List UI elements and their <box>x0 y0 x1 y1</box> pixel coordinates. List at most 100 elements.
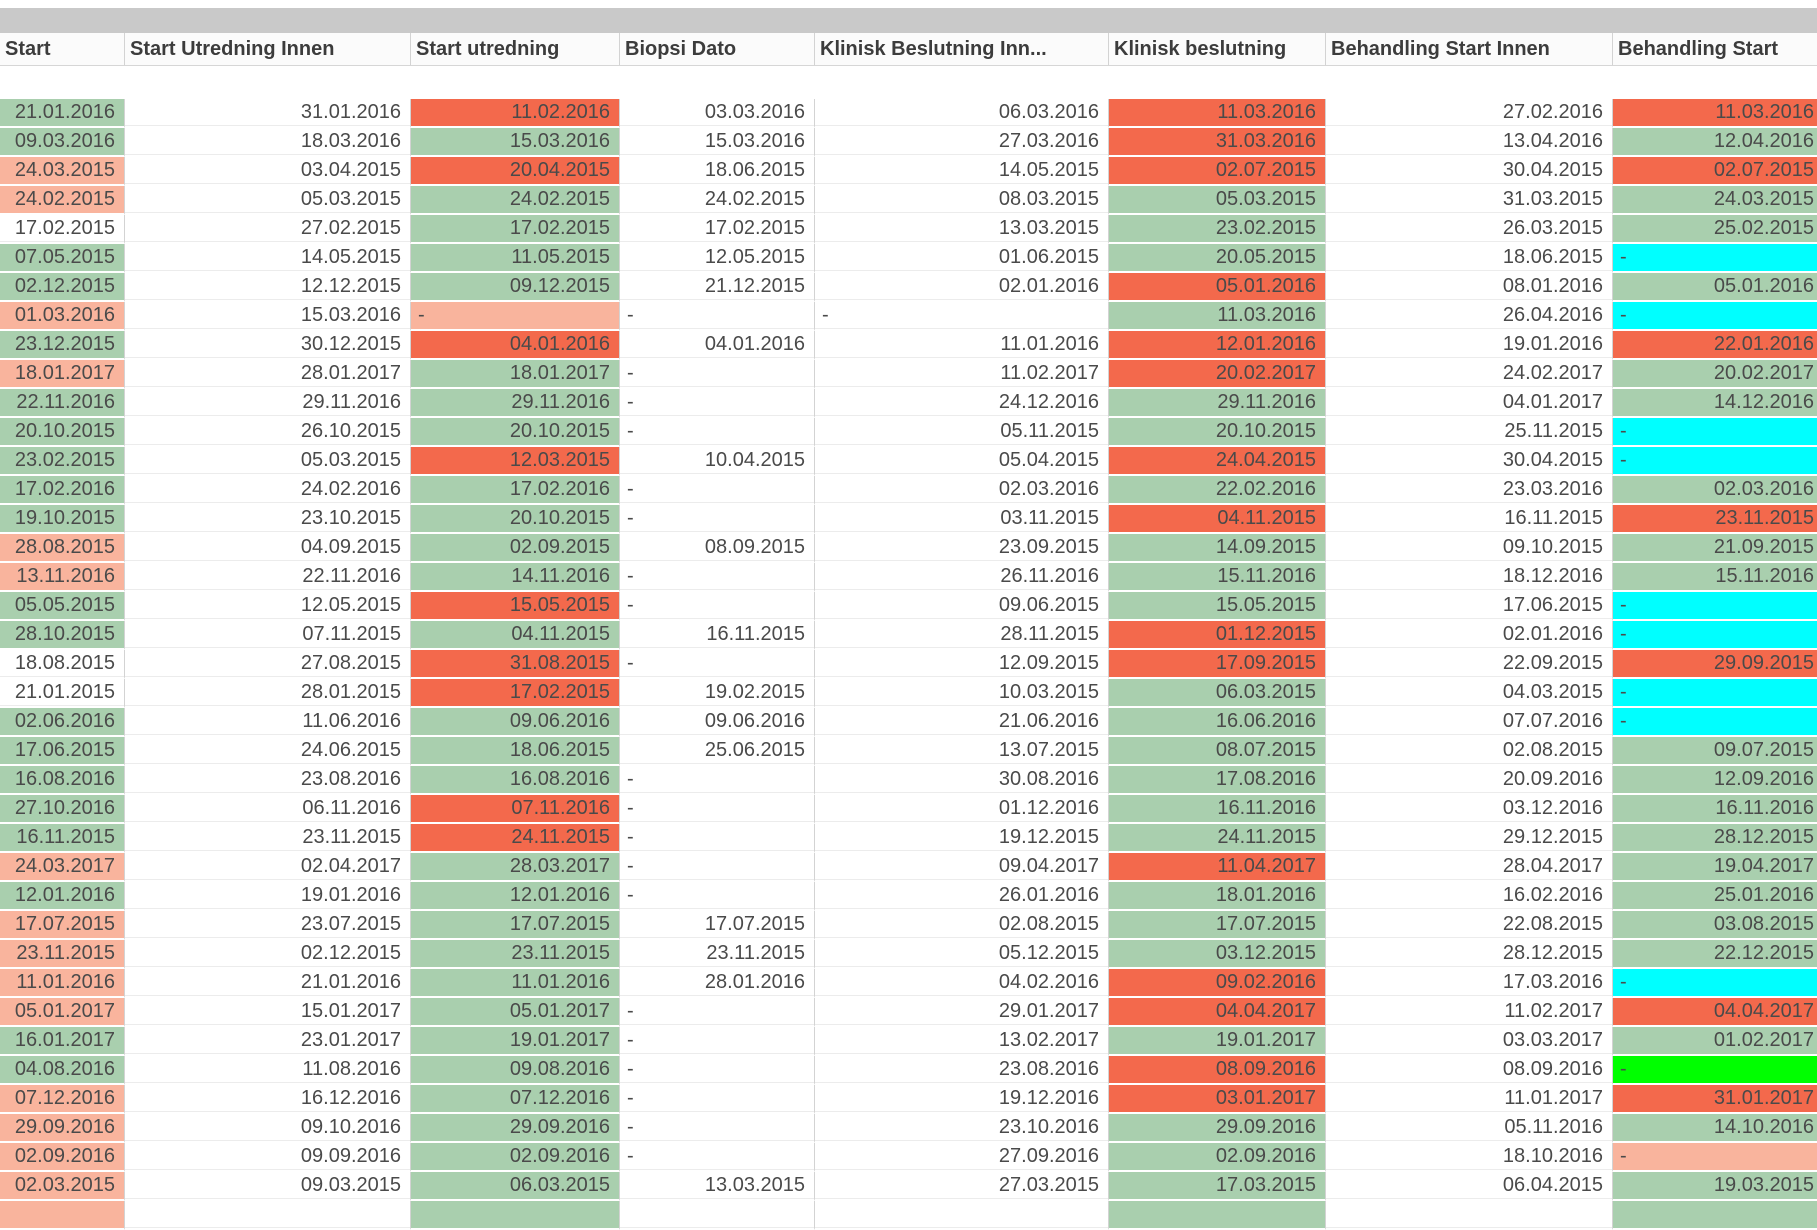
date-cell[interactable]: 17.02.2016 <box>411 476 620 505</box>
date-cell[interactable]: 30.04.2015 <box>1326 447 1613 476</box>
date-cell[interactable]: 11.01.2016 <box>815 331 1109 360</box>
date-cell[interactable]: 05.05.2015 <box>0 592 125 621</box>
date-cell[interactable]: 11.01.2016 <box>411 969 620 998</box>
date-cell[interactable]: 23.07.2015 <box>125 911 411 940</box>
date-cell[interactable]: 18.08.2015 <box>0 650 125 679</box>
date-cell[interactable] <box>1613 1201 1817 1230</box>
date-cell[interactable]: 19.01.2016 <box>1326 331 1613 360</box>
date-cell[interactable]: 28.01.2016 <box>620 969 815 998</box>
date-cell[interactable]: 17.09.2015 <box>1109 650 1326 679</box>
date-cell[interactable]: - <box>1613 447 1817 476</box>
date-cell[interactable]: - <box>1613 679 1817 708</box>
date-cell[interactable]: - <box>1613 244 1817 273</box>
date-cell[interactable]: - <box>620 795 815 824</box>
date-cell[interactable]: 06.03.2016 <box>815 99 1109 128</box>
date-cell[interactable]: 24.02.2015 <box>411 186 620 215</box>
date-cell[interactable]: 12.09.2015 <box>815 650 1109 679</box>
date-cell[interactable]: 02.01.2016 <box>1326 621 1613 650</box>
date-cell[interactable]: 16.08.2016 <box>411 766 620 795</box>
date-cell[interactable]: 02.12.2015 <box>125 940 411 969</box>
date-cell[interactable]: 17.08.2016 <box>1109 766 1326 795</box>
date-cell[interactable]: 09.03.2016 <box>0 128 125 157</box>
date-cell[interactable]: 01.03.2016 <box>0 302 125 331</box>
date-cell[interactable]: 27.03.2015 <box>815 1172 1109 1201</box>
date-cell[interactable]: 23.11.2015 <box>1613 505 1817 534</box>
date-cell[interactable]: 20.02.2017 <box>1109 360 1326 389</box>
date-cell[interactable]: 12.05.2015 <box>125 592 411 621</box>
date-cell[interactable]: 31.01.2016 <box>125 99 411 128</box>
date-cell[interactable]: 08.03.2015 <box>815 186 1109 215</box>
date-cell[interactable]: 09.02.2016 <box>1109 969 1326 998</box>
date-cell[interactable]: - <box>620 1143 815 1172</box>
date-cell[interactable]: 07.05.2015 <box>0 244 125 273</box>
date-cell[interactable] <box>0 1201 125 1230</box>
date-cell[interactable]: 31.08.2015 <box>411 650 620 679</box>
date-cell[interactable]: 29.11.2016 <box>125 389 411 418</box>
date-cell[interactable]: 25.01.2016 <box>1613 882 1817 911</box>
date-cell[interactable]: 11.01.2017 <box>1326 1085 1613 1114</box>
date-cell[interactable]: 19.04.2017 <box>1613 853 1817 882</box>
date-cell[interactable]: - <box>411 302 620 331</box>
date-cell[interactable]: 02.07.2015 <box>1613 157 1817 186</box>
date-cell[interactable]: 23.02.2015 <box>0 447 125 476</box>
date-cell[interactable]: 04.09.2015 <box>125 534 411 563</box>
date-cell[interactable]: 29.11.2016 <box>411 389 620 418</box>
date-cell[interactable]: 02.04.2017 <box>125 853 411 882</box>
date-cell[interactable]: 29.09.2015 <box>1613 650 1817 679</box>
date-cell[interactable]: 18.01.2017 <box>411 360 620 389</box>
date-cell[interactable]: 04.01.2017 <box>1326 389 1613 418</box>
date-cell[interactable]: 18.12.2016 <box>1326 563 1613 592</box>
date-cell[interactable]: 15.03.2016 <box>411 128 620 157</box>
date-cell[interactable]: 22.12.2015 <box>1613 940 1817 969</box>
date-cell[interactable]: 06.03.2015 <box>411 1172 620 1201</box>
column-header[interactable]: Behandling Start <box>1613 33 1817 66</box>
date-cell[interactable]: 28.01.2017 <box>125 360 411 389</box>
date-cell[interactable]: 04.03.2015 <box>1326 679 1613 708</box>
date-cell[interactable]: 08.09.2015 <box>620 534 815 563</box>
date-cell[interactable]: 18.01.2016 <box>1109 882 1326 911</box>
date-cell[interactable]: 22.02.2016 <box>1109 476 1326 505</box>
date-cell[interactable]: 30.12.2015 <box>125 331 411 360</box>
date-cell[interactable]: 04.11.2015 <box>411 621 620 650</box>
date-cell[interactable]: 15.03.2016 <box>620 128 815 157</box>
date-cell[interactable]: 22.09.2015 <box>1326 650 1613 679</box>
date-cell[interactable]: 03.11.2015 <box>815 505 1109 534</box>
date-cell[interactable]: - <box>620 1027 815 1056</box>
date-cell[interactable]: 19.01.2017 <box>411 1027 620 1056</box>
date-cell[interactable]: 29.01.2017 <box>815 998 1109 1027</box>
date-cell[interactable]: 24.11.2015 <box>1109 824 1326 853</box>
date-cell[interactable]: 03.12.2016 <box>1326 795 1613 824</box>
date-cell[interactable]: 13.02.2017 <box>815 1027 1109 1056</box>
date-cell[interactable]: - <box>620 360 815 389</box>
date-cell[interactable]: 02.09.2016 <box>411 1143 620 1172</box>
date-cell[interactable]: 18.06.2015 <box>1326 244 1613 273</box>
date-cell[interactable]: 24.03.2015 <box>1613 186 1817 215</box>
date-cell[interactable]: 18.06.2015 <box>620 157 815 186</box>
date-cell[interactable]: 15.05.2015 <box>411 592 620 621</box>
date-cell[interactable]: 24.11.2015 <box>411 824 620 853</box>
date-cell[interactable]: 15.01.2017 <box>125 998 411 1027</box>
date-cell[interactable]: 31.03.2016 <box>1109 128 1326 157</box>
date-cell[interactable]: 19.10.2015 <box>0 505 125 534</box>
date-cell[interactable]: 18.03.2016 <box>125 128 411 157</box>
column-header[interactable]: Biopsi Dato <box>620 33 815 66</box>
date-cell[interactable]: 18.01.2017 <box>0 360 125 389</box>
date-cell[interactable]: 13.11.2016 <box>0 563 125 592</box>
date-cell[interactable]: 08.09.2016 <box>1326 1056 1613 1085</box>
date-cell[interactable]: 08.07.2015 <box>1109 737 1326 766</box>
date-cell[interactable]: 31.03.2015 <box>1326 186 1613 215</box>
date-cell[interactable]: 28.01.2015 <box>125 679 411 708</box>
date-cell[interactable]: 13.07.2015 <box>815 737 1109 766</box>
column-header[interactable]: Start Utredning Innen <box>125 33 411 66</box>
date-cell[interactable]: 02.08.2015 <box>1326 737 1613 766</box>
date-cell[interactable]: 13.03.2015 <box>620 1172 815 1201</box>
date-cell[interactable]: 29.09.2016 <box>0 1114 125 1143</box>
date-cell[interactable]: 11.06.2016 <box>125 708 411 737</box>
date-cell[interactable] <box>125 1201 411 1230</box>
date-cell[interactable]: 16.01.2017 <box>0 1027 125 1056</box>
date-cell[interactable]: 18.06.2015 <box>411 737 620 766</box>
date-cell[interactable]: 13.04.2016 <box>1326 128 1613 157</box>
date-cell[interactable]: 02.09.2016 <box>1109 1143 1326 1172</box>
date-cell[interactable]: 12.12.2015 <box>125 273 411 302</box>
date-cell[interactable]: 29.11.2016 <box>1109 389 1326 418</box>
